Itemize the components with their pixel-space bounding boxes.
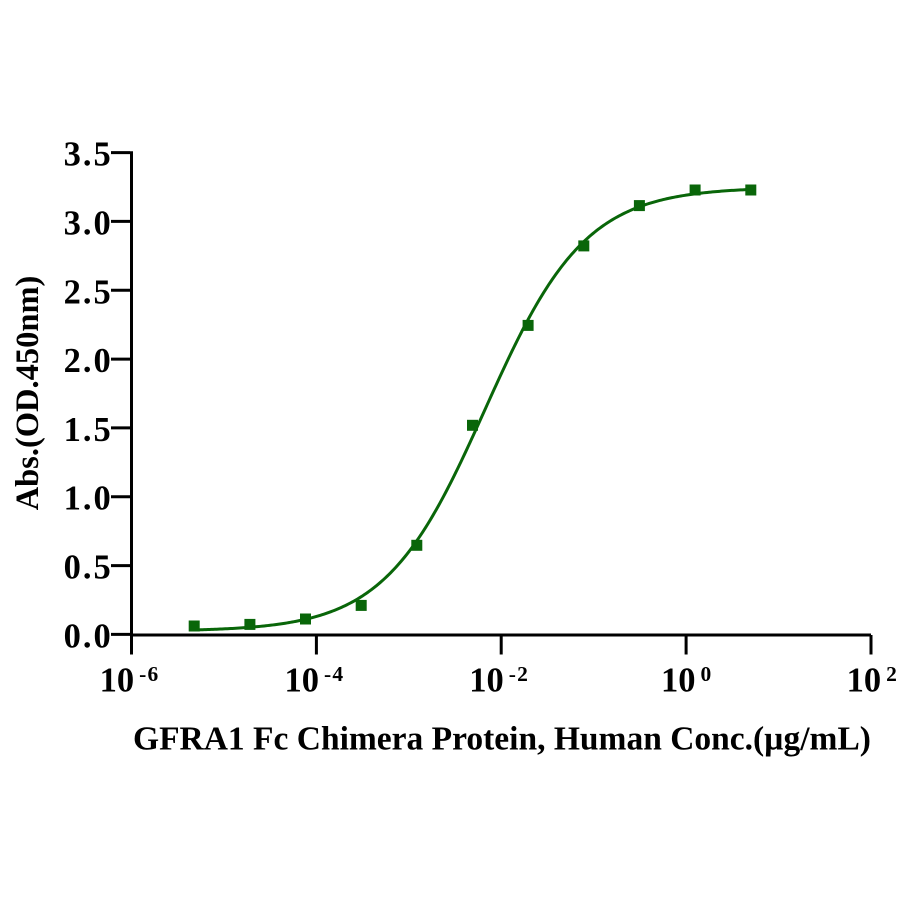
svg-text:0.5: 0.5 [64, 549, 113, 587]
svg-text:1.0: 1.0 [64, 480, 113, 518]
svg-text:3.0: 3.0 [64, 204, 113, 242]
svg-text:GFRA1 Fc Chimera Protein, Huma: GFRA1 Fc Chimera Protein, Human Conc.(µg… [133, 720, 871, 757]
svg-text:2.0: 2.0 [64, 342, 113, 380]
svg-text:10-4: 10 -4 [284, 662, 344, 700]
svg-text:100: 10 0 [661, 662, 712, 700]
svg-text:0.0: 0.0 [64, 617, 113, 655]
svg-text:Abs.(OD.450nm): Abs.(OD.450nm) [10, 276, 46, 511]
svg-text:2.5: 2.5 [64, 273, 113, 311]
svg-text:3.5: 3.5 [64, 136, 113, 174]
svg-text:10-6: 10 -6 [100, 662, 160, 700]
svg-text:1.5: 1.5 [64, 411, 113, 449]
svg-text:102: 10 2 [847, 662, 898, 700]
svg-text:10-2: 10 -2 [469, 662, 529, 700]
